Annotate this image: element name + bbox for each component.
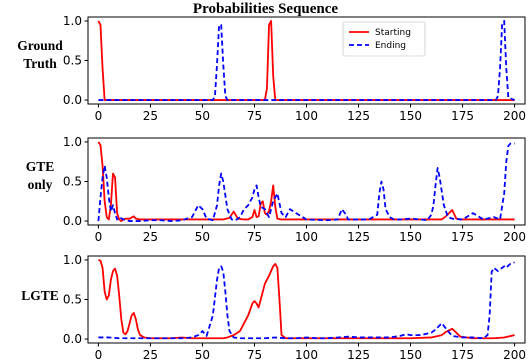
legend-box [342,21,426,57]
y-tick-label: 0.5 [63,54,82,68]
plot-frame [87,255,526,344]
series-line-starting [98,259,515,340]
y-tick-label: 1.0 [63,14,82,28]
x-tick-label: 0 [95,109,103,123]
panel-label: only [28,177,53,192]
x-tick-label: 125 [347,348,370,360]
legend: Starting Ending [342,21,426,57]
x-tick-label: 75 [247,230,262,244]
y-tick-label: 1.0 [63,135,82,149]
panel-label: Truth [23,56,57,71]
panel-2: GTE only 0 25 50 75 100 125 150 175 200 0.0 0.5 1.0 [26,135,526,244]
panel-label: GTE [26,159,55,174]
x-tick-label: 175 [451,348,474,360]
x-tick-label: 50 [195,348,210,360]
x-tick-label: 75 [247,109,262,123]
x-tick-label: 175 [451,109,474,123]
series-line-ending [97,142,515,222]
x-tick-label: 100 [295,109,318,123]
panel-3: LGTE 0 25 50 75 100 125 150 175 200 0.0 0.5 1.0 [21,253,526,360]
panel-label: Ground [17,38,63,53]
x-tick-label: 125 [347,109,370,123]
x-tick-label: 0 [95,348,103,360]
x-tick-label: 25 [143,348,158,360]
x-tick-label: 200 [503,348,526,360]
legend-label-ending: Ending [375,41,406,51]
x-tick-label: 100 [295,230,318,244]
x-tick-label: 200 [503,230,526,244]
y-tick-label: 1.0 [63,253,82,267]
y-tick-label: 0.0 [63,214,82,228]
y-tick-label: 0.0 [63,93,82,107]
plot-frame [87,16,526,105]
plot-frame [87,137,526,226]
x-tick-label: 0 [95,230,103,244]
y-tick-label: 0.5 [63,175,82,189]
series-line-starting [97,141,515,222]
chart-panels: Ground Truth 0 25 50 75 100 125 150 175 200 0.0 0.5 1… [17,14,526,360]
x-tick-label: 175 [451,230,474,244]
series-line-starting [97,20,515,101]
series-line-ending [98,20,515,101]
x-tick-label: 150 [399,109,422,123]
series-line-ending [98,261,515,340]
x-tick-label: 150 [399,348,422,360]
y-tick-label: 0.5 [63,293,82,307]
x-tick-label: 200 [503,109,526,123]
x-tick-label: 25 [143,109,158,123]
x-tick-label: 25 [143,230,158,244]
x-tick-label: 50 [195,230,210,244]
x-tick-label: 100 [295,348,318,360]
x-tick-label: 125 [347,230,370,244]
y-tick-label: 0.0 [63,332,82,346]
x-tick-label: 150 [399,230,422,244]
x-tick-label: 75 [247,348,262,360]
chart-title: Probabilities Sequence [193,1,338,17]
panel-label: LGTE [21,288,59,303]
legend-label-starting: Starting [375,28,411,38]
x-tick-label: 50 [195,109,210,123]
panel-1: Ground Truth 0 25 50 75 100 125 150 175 200 0.0 0.5 1… [17,14,526,123]
